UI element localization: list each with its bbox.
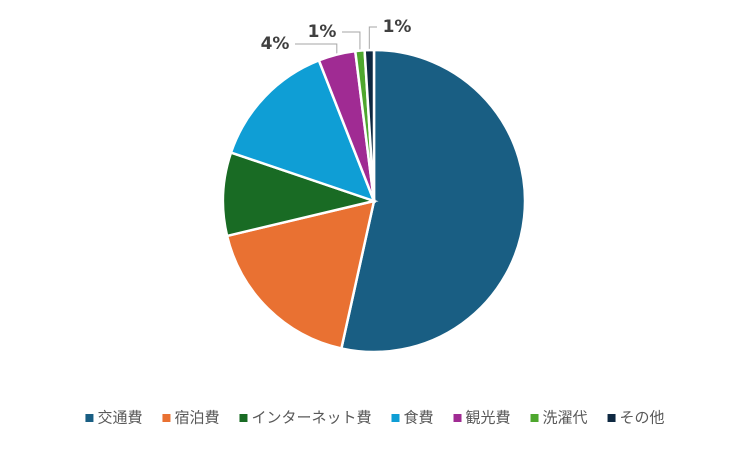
leader-line (342, 31, 361, 51)
legend-label: 交通費 (97, 409, 142, 427)
legend-swatch (239, 414, 248, 422)
legend-swatch (530, 414, 539, 422)
legend-label: 洗濯代 (543, 409, 588, 427)
legend-label: 食費 (403, 409, 433, 427)
data-label: 4% (261, 34, 290, 54)
legend-swatch (85, 414, 94, 422)
pie-slice (225, 199, 376, 350)
legend-label: その他 (620, 409, 665, 427)
legend: 交通費 宿泊費 インターネット費 食費 観光費 洗濯代 その他 (85, 409, 665, 427)
pie-slice (339, 48, 527, 354)
leader-line (368, 26, 377, 51)
legend-swatch (453, 414, 462, 422)
pie-slice (221, 150, 379, 238)
legend-label: 宿泊費 (174, 409, 219, 427)
legend-swatch (162, 414, 171, 422)
legend-swatch (607, 414, 616, 422)
legend-label: 観光費 (466, 409, 511, 427)
pie-slice (229, 58, 377, 204)
legend-swatch (391, 414, 400, 422)
legend-label: インターネット費 (251, 409, 371, 427)
data-label: 1% (308, 22, 337, 42)
leader-line (295, 43, 338, 55)
data-label: 1% (383, 17, 412, 37)
pie-slice (363, 48, 376, 202)
